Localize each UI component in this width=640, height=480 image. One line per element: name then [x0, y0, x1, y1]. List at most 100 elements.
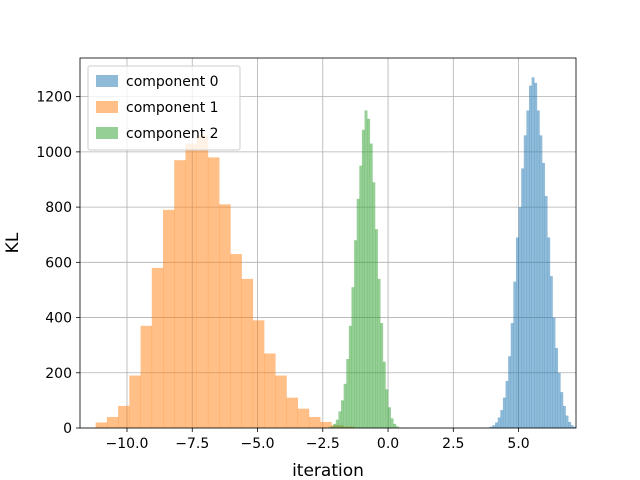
series-2-bar: [367, 118, 371, 428]
y-tick-label: 800: [45, 200, 72, 216]
legend-label-0: component 0: [126, 74, 219, 90]
series-1-bar: [252, 320, 265, 428]
series-1-bar: [230, 254, 242, 428]
series-0-bar: [539, 135, 543, 429]
series-0-bar: [534, 82, 538, 429]
series-2-bar: [364, 110, 368, 429]
series-2-bar: [393, 423, 397, 428]
series-1-bar: [286, 397, 299, 428]
series-0-bar: [500, 410, 504, 428]
series-0-bar: [495, 422, 498, 428]
series-0-bar: [542, 162, 545, 429]
legend-label-2: component 2: [126, 126, 219, 142]
series-2-bar: [380, 323, 384, 428]
series-0-bar: [529, 85, 532, 428]
x-tick-label: −2.5: [306, 436, 340, 452]
series-2-bar: [330, 426, 334, 428]
legend: component 0 component 1 component 2: [87, 65, 241, 151]
series-0-bar: [562, 405, 566, 428]
series-0-bar: [565, 415, 569, 428]
series-1-bars: [95, 135, 355, 429]
series-0-bar: [557, 372, 561, 428]
x-tick-label: −10.0: [106, 436, 149, 452]
series-2-bar: [369, 143, 373, 428]
series-1-bar: [106, 416, 119, 428]
series-0-bar: [497, 417, 501, 428]
series-0-bar: [492, 425, 496, 428]
series-0-bars: [487, 77, 577, 429]
series-1-bar: [163, 209, 175, 428]
series-1-bar: [118, 405, 130, 428]
series-0-bar: [513, 281, 517, 428]
series-0-bar: [568, 421, 572, 428]
series-1-bar: [174, 160, 186, 428]
x-tick-label: −7.5: [175, 436, 209, 452]
series-0-bar: [502, 397, 506, 428]
series-2-bar: [333, 423, 337, 428]
y-tick-label: 1200: [36, 90, 72, 106]
series-1-bar: [185, 143, 197, 428]
series-0-bar: [489, 426, 493, 428]
series-2-bar: [338, 411, 342, 428]
series-2-bar: [388, 407, 391, 428]
series-2-bar: [341, 400, 344, 428]
x-tick-label: −5.0: [241, 436, 275, 452]
series-2-bar: [372, 182, 376, 428]
series-0-bar: [549, 276, 553, 428]
series-0-bar: [521, 168, 525, 428]
series-1-bar: [95, 422, 108, 428]
y-axis-ticks: 0 200 400 600 800 1000 1200: [36, 90, 80, 437]
series-0-bar: [526, 110, 530, 429]
series-2-bar: [390, 418, 394, 428]
series-1-bar: [151, 267, 164, 428]
x-tick-label: 5.0: [507, 436, 529, 452]
series-1-bar: [207, 157, 220, 428]
y-tick-label: 0: [63, 421, 72, 437]
series-0-bar: [531, 77, 535, 428]
gridlines: [80, 58, 576, 429]
series-2-bar: [382, 361, 386, 428]
series-2-bar: [374, 229, 378, 428]
series-1-bar: [241, 278, 254, 428]
series-2-bar: [361, 129, 365, 428]
series-0-bar: [510, 323, 514, 428]
series-0-bar: [544, 196, 548, 428]
legend-label-1: component 1: [126, 100, 219, 116]
series-0-bar: [523, 135, 527, 429]
series-2-bars: [328, 110, 402, 429]
series-2-bar: [335, 419, 339, 428]
series-2-bar: [385, 389, 389, 428]
series-1-bar: [196, 135, 209, 429]
series-1-bar: [129, 375, 141, 428]
series-0-bar: [555, 347, 559, 428]
series-2-bar: [359, 165, 363, 428]
y-axis-label: KL: [3, 232, 23, 253]
series-2-bar: [356, 198, 360, 428]
series-1-bar: [219, 204, 231, 428]
series-2-bar: [348, 325, 352, 428]
series-2-bar: [395, 426, 399, 428]
series-1-bar: [264, 353, 276, 428]
series-1-bar: [140, 325, 153, 428]
plot-frame: [79, 57, 577, 429]
series-2-bar: [346, 358, 350, 428]
histogram-bars: [95, 77, 577, 429]
series-0-bar: [536, 110, 540, 429]
x-axis-ticks: −10.0 −7.5 −5.0 −2.5 0.0 2.5 5.0: [106, 428, 530, 452]
series-2-bar: [351, 287, 355, 428]
series-1-bar: [297, 408, 310, 428]
series-1-bar: [308, 416, 321, 428]
x-tick-label: 2.5: [442, 436, 464, 452]
series-2-bar: [377, 278, 381, 428]
y-tick-label: 600: [45, 255, 72, 271]
y-tick-label: 200: [45, 366, 72, 382]
series-0-bar: [515, 237, 519, 428]
series-0-bar: [552, 317, 556, 428]
y-tick-label: 1000: [36, 145, 72, 161]
series-2-bar: [343, 383, 347, 428]
series-0-bar: [508, 356, 512, 428]
series-2-bar: [354, 240, 358, 428]
series-0-bar: [560, 392, 564, 428]
legend-frame: [87, 65, 241, 151]
